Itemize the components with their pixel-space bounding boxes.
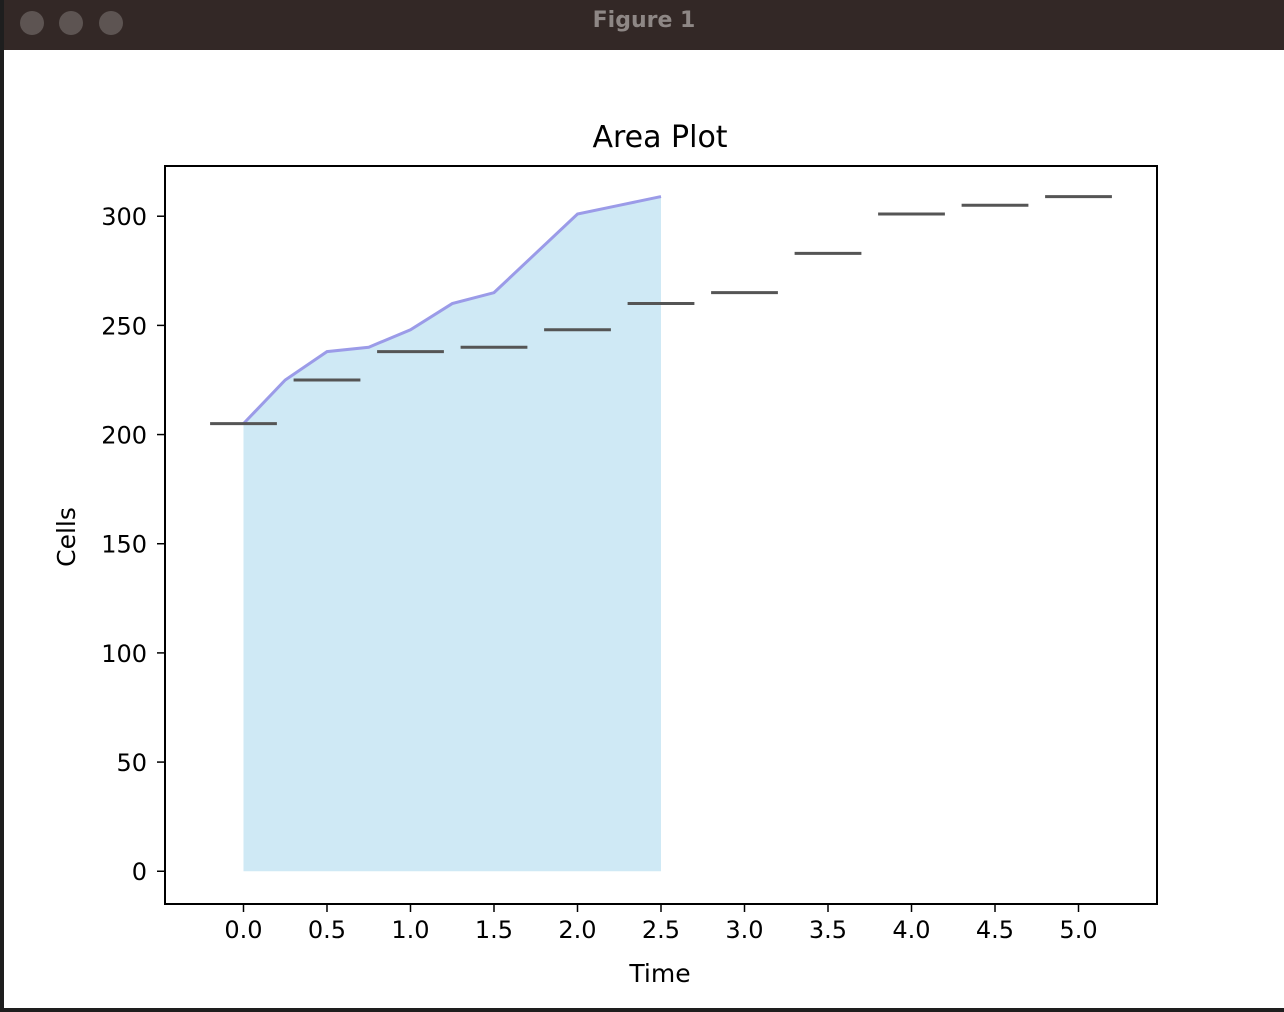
x-tick-label: 4.5: [976, 916, 1014, 944]
y-tick-label: 250: [101, 312, 147, 340]
zoom-button[interactable]: [99, 11, 123, 35]
y-tick-label: 100: [101, 640, 147, 668]
area-line: [242, 195, 662, 425]
x-tick-label: 0.5: [308, 916, 346, 944]
x-tick-label: 5.0: [1059, 916, 1097, 944]
area-fill: [243, 196, 661, 872]
y-tick-label: 150: [101, 531, 147, 559]
y-tick-label: 300: [101, 203, 147, 231]
x-tick-label: 1.5: [475, 916, 513, 944]
figure-window: Figure 1 Area Plot Time Cells 0.0 0.5 1.0 1…: [4, 0, 1284, 1008]
area-chart: Area Plot Time Cells 0.0 0.5 1.0 1.5 2.0 2.5 3…: [52, 120, 1158, 988]
minimize-button[interactable]: [59, 11, 83, 35]
x-tick-label: 3.0: [725, 916, 763, 944]
y-tick-label: 200: [101, 422, 147, 450]
x-tick-label: 2.0: [558, 916, 596, 944]
figure-canvas: Area Plot Time Cells 0.0 0.5 1.0 1.5 2.0 2.5 3…: [4, 50, 1284, 1008]
x-tick-label: 1.0: [391, 916, 429, 944]
x-tick-label: 2.5: [642, 916, 680, 944]
y-axis-label: Cells: [52, 507, 81, 567]
chart-title: Area Plot: [592, 120, 727, 155]
x-tick-label: 4.0: [892, 916, 930, 944]
x-tick-label: 3.5: [809, 916, 847, 944]
y-tick-label: 0: [132, 858, 147, 886]
x-axis-label: Time: [628, 959, 690, 988]
title-bar: Figure 1: [4, 0, 1284, 50]
x-tick-label: 0.0: [224, 916, 262, 944]
plot-area: 0.0 0.5 1.0 1.5 2.0 2.5 3.0 3.5 4.0 4.5 5.0 0 50 100 1…: [101, 165, 1158, 944]
close-button[interactable]: [20, 11, 44, 35]
y-tick-label: 50: [116, 749, 147, 777]
window-title: Figure 1: [592, 8, 696, 33]
